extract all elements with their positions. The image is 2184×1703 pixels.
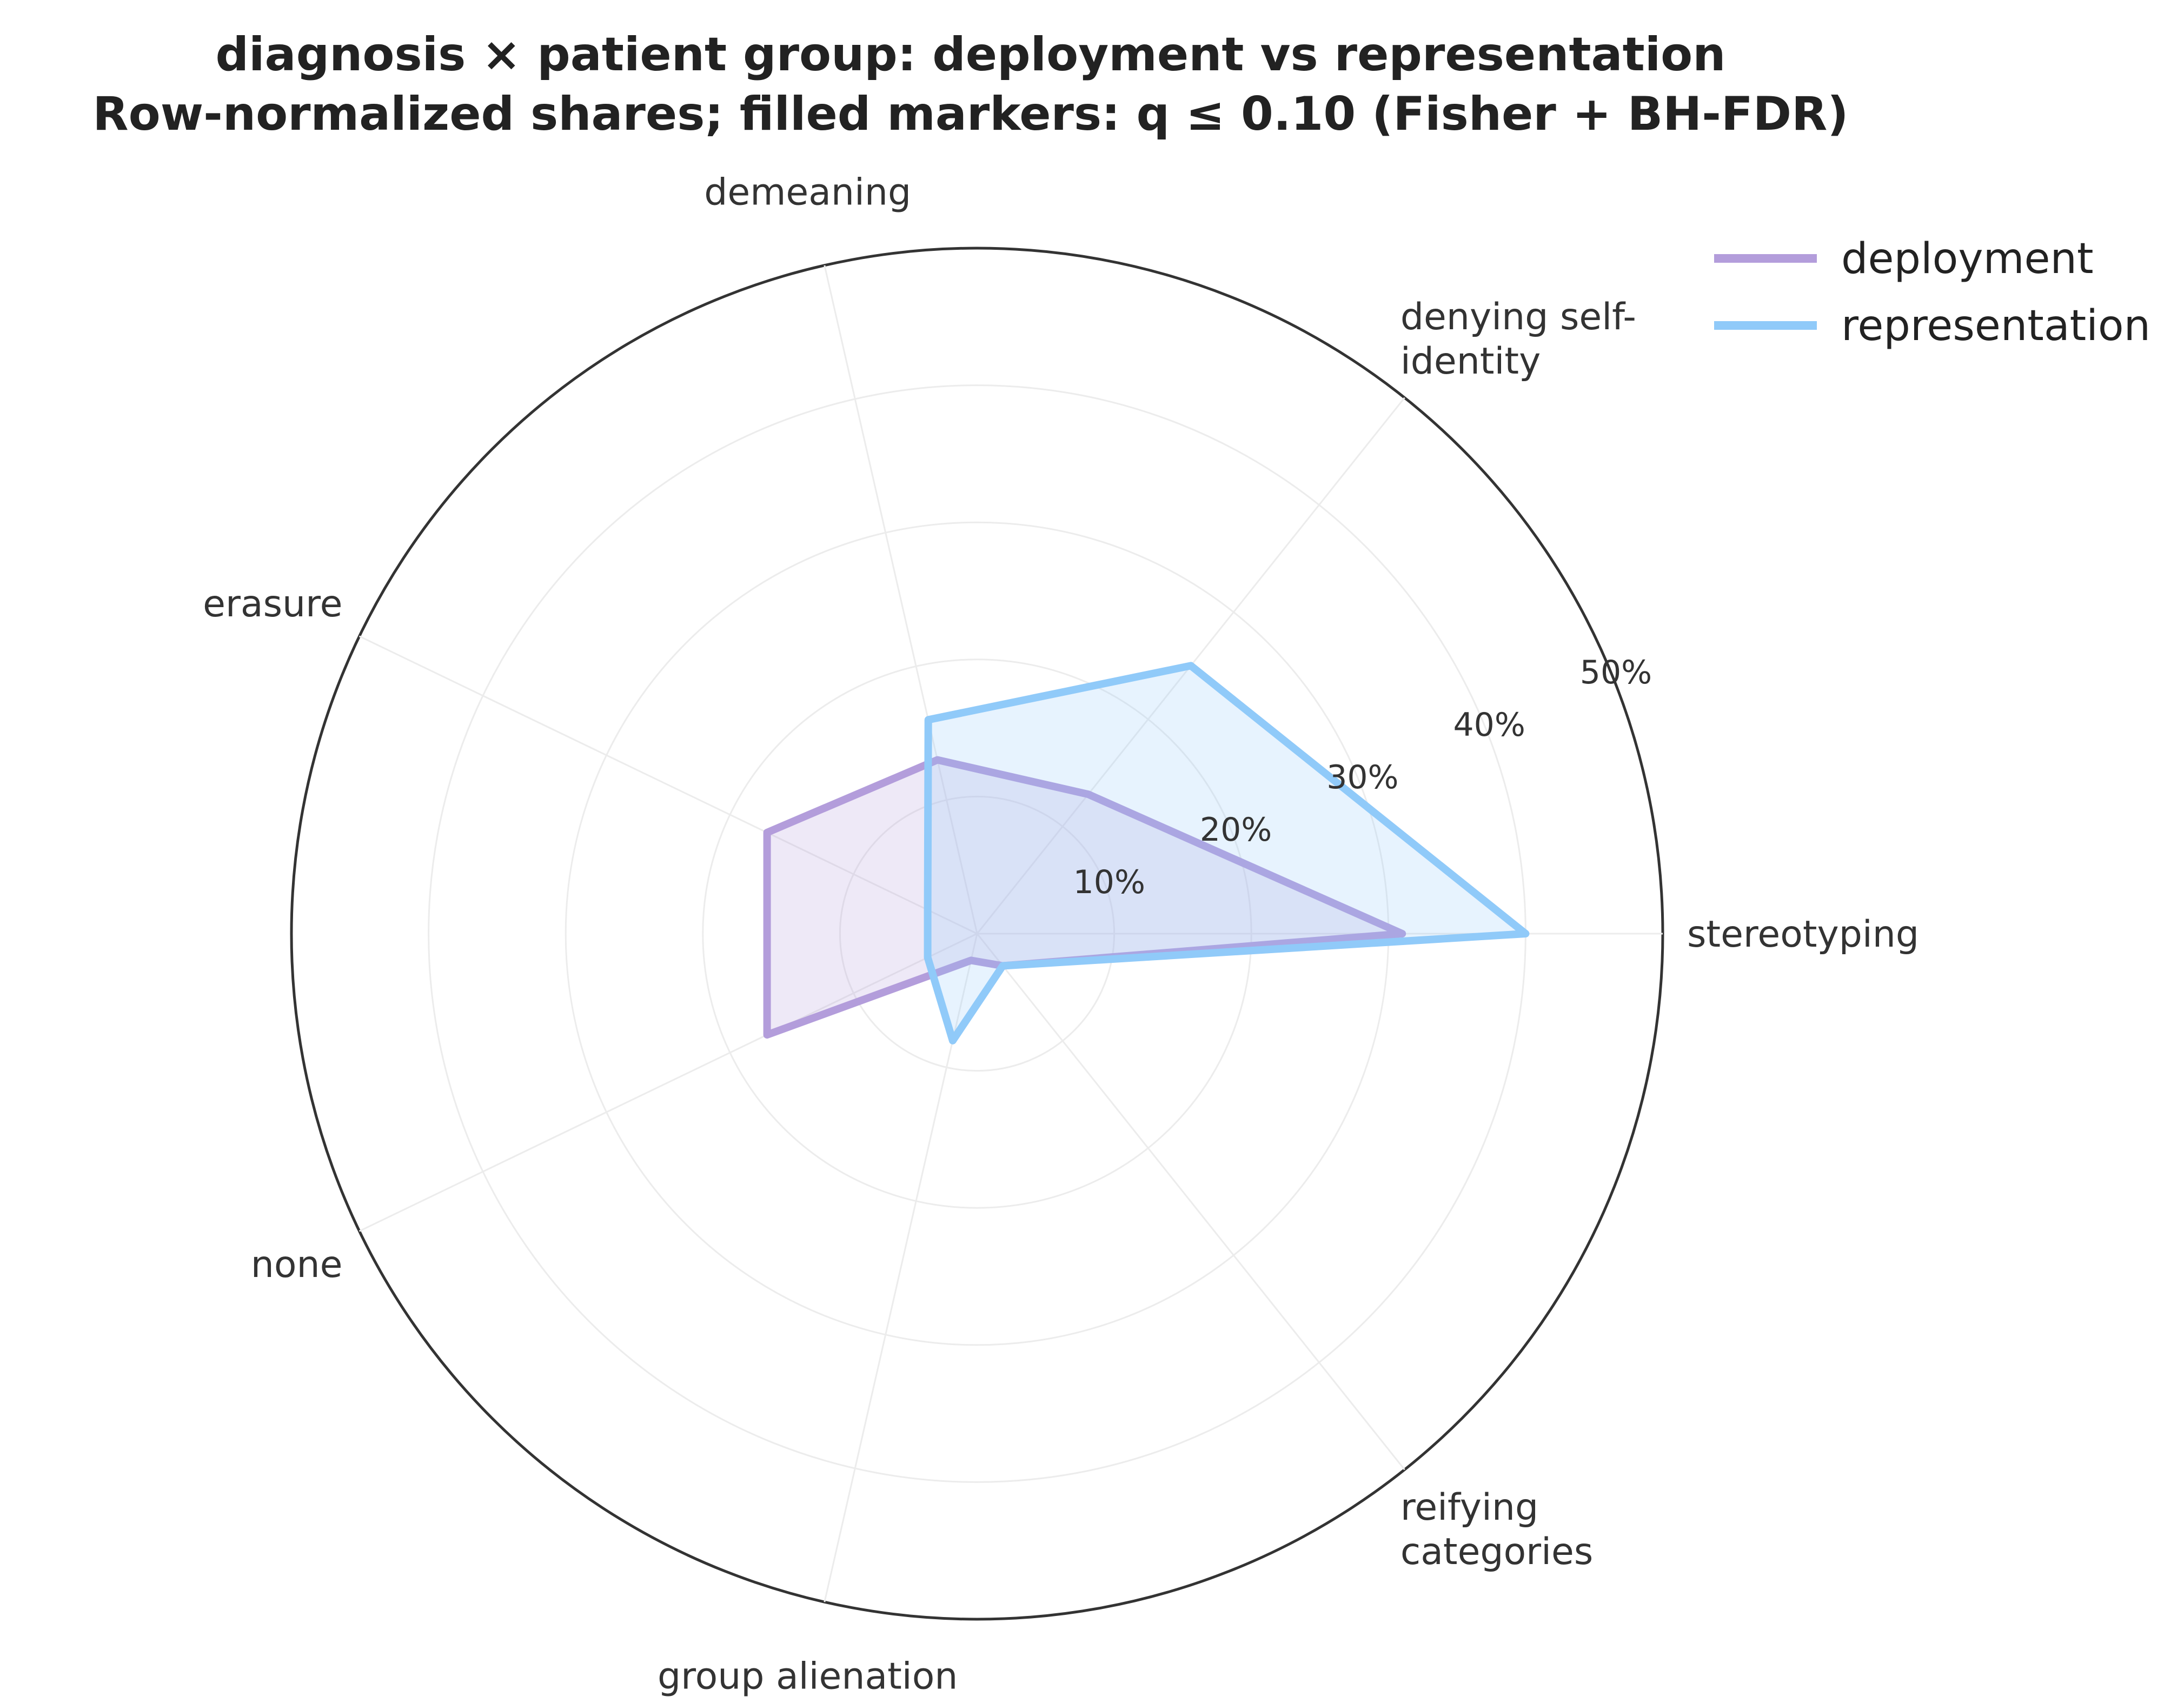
category-label: stereotyping xyxy=(1687,913,1919,956)
grid-spoke-2 xyxy=(824,265,978,934)
chart-title-line-2: Row-normalized shares; filled markers: q… xyxy=(92,87,1848,141)
radial-tick-label: 30% xyxy=(1326,759,1398,796)
grid-spoke-6 xyxy=(976,933,1405,1471)
radial-tick-label: 20% xyxy=(1200,811,1272,849)
radial-tick-label: 50% xyxy=(1580,654,1652,691)
category-label: denying self- xyxy=(1400,296,1636,338)
category-label: demeaning xyxy=(704,171,911,214)
legend-label-representation: representation xyxy=(1841,302,2150,350)
category-labels: stereotyping denying self-identity demeani… xyxy=(203,171,1919,1698)
category-label: reifying xyxy=(1400,1486,1538,1529)
radial-tick-label: 40% xyxy=(1453,706,1525,744)
chart-title-line-1: diagnosis × patient group: deployment vs… xyxy=(216,28,1726,82)
grid-spoke-5 xyxy=(824,933,978,1602)
series-layer xyxy=(763,662,1530,1045)
series-line-representation xyxy=(924,662,1530,1045)
radial-tick-labels: 10% 20% 30% 40% 50% xyxy=(1073,654,1652,901)
category-label: group alienation xyxy=(658,1655,958,1698)
category-label: none xyxy=(251,1243,343,1286)
category-label: erasure xyxy=(203,583,342,626)
legend: deployment representation xyxy=(1714,235,2150,350)
series-fill-representation xyxy=(927,666,1526,1041)
category-label: identity xyxy=(1400,340,1541,383)
legend-label-deployment: deployment xyxy=(1841,235,2094,283)
grid-spoke-4 xyxy=(359,933,978,1232)
series-line-deployment xyxy=(763,756,1406,1039)
category-label: categories xyxy=(1400,1531,1593,1573)
grid-spoke-3 xyxy=(359,635,978,935)
radial-tick-label: 10% xyxy=(1073,863,1145,901)
